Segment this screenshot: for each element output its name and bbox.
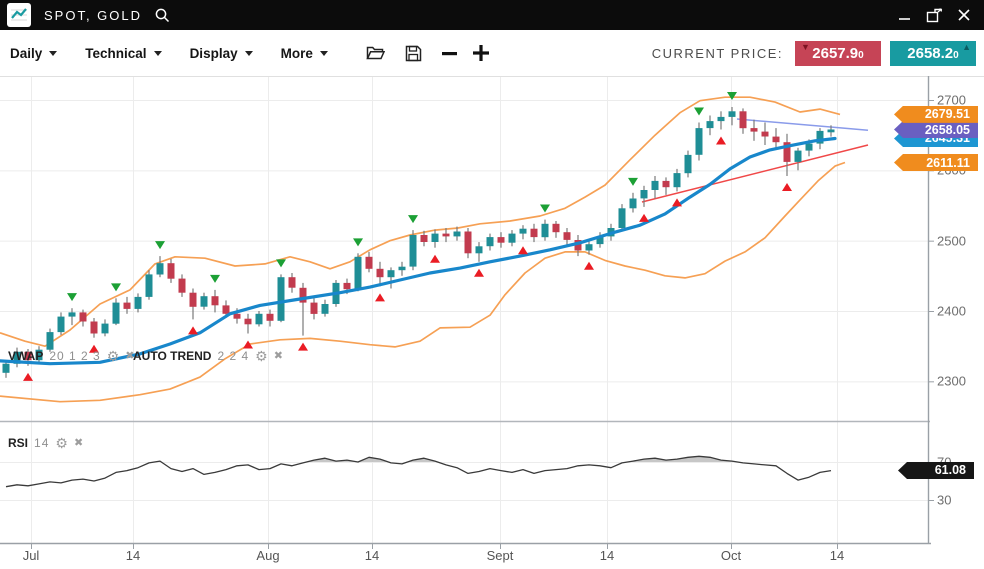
y-axis-label: 2700 bbox=[937, 92, 966, 108]
autotrend-settings-gear-icon[interactable]: ⚙ bbox=[255, 348, 268, 364]
price-tag-last-price: 2658.05 bbox=[894, 121, 978, 138]
save-icon[interactable] bbox=[405, 45, 422, 62]
vwap-remove-icon[interactable]: ✖ bbox=[125, 349, 135, 362]
y-axis-label: 2300 bbox=[937, 373, 966, 389]
minimize-button[interactable] bbox=[892, 4, 916, 26]
menu-daily[interactable]: Daily bbox=[10, 45, 58, 61]
search-icon[interactable] bbox=[154, 7, 171, 24]
toolbar: Daily Technical Display More bbox=[0, 30, 984, 76]
vwap-settings-gear-icon[interactable]: ⚙ bbox=[106, 348, 120, 364]
window-controls bbox=[892, 4, 976, 26]
rsi-value-tag: 61.08 bbox=[898, 461, 974, 479]
bid-sub-digit: 0 bbox=[858, 50, 864, 61]
autotrend-params: 2 2 4 bbox=[217, 349, 250, 363]
x-axis-label: Aug bbox=[256, 548, 280, 563]
chevron-down-icon bbox=[49, 50, 58, 60]
y-axis-label: 2400 bbox=[937, 303, 966, 319]
current-price-label: CURRENT PRICE: bbox=[651, 45, 783, 61]
x-axis-label: 14 bbox=[125, 548, 141, 563]
chevron-down-icon bbox=[244, 50, 253, 60]
price-tag-bollinger-lower: 2611.11 bbox=[894, 154, 978, 172]
ask-value: 2658.2 bbox=[907, 44, 954, 62]
menu-technical[interactable]: Technical bbox=[85, 45, 162, 61]
app-logo-icon bbox=[7, 3, 31, 27]
rsi-params: 14 bbox=[34, 436, 50, 450]
zoom-out-icon[interactable] bbox=[441, 46, 457, 61]
popout-button[interactable] bbox=[922, 4, 946, 26]
menu-more-label: More bbox=[280, 45, 313, 61]
bid-price: ▼ 2657.9 0 bbox=[795, 40, 881, 66]
autotrend-remove-icon[interactable]: ✖ bbox=[273, 349, 283, 362]
menu-daily-label: Daily bbox=[10, 45, 43, 61]
autotrend-legend: AUTO TREND 2 2 4 ⚙ ✖ bbox=[133, 349, 283, 363]
rsi-remove-icon[interactable]: ✖ bbox=[73, 436, 84, 449]
menu-more[interactable]: More bbox=[281, 46, 328, 61]
zoom-in-icon[interactable] bbox=[472, 45, 489, 61]
ask-price: 2658.2 0 ▲ bbox=[890, 40, 976, 66]
symbol-title: SPOT, GOLD bbox=[44, 7, 143, 23]
rsi-settings-gear-icon[interactable]: ⚙ bbox=[55, 435, 68, 451]
price-tag-bollinger-upper: 2679.51 bbox=[894, 105, 978, 123]
open-folder-icon[interactable] bbox=[366, 45, 385, 61]
vwap-name: VWAP bbox=[8, 349, 44, 363]
x-axis-label: 14 bbox=[829, 548, 845, 563]
menu-technical-label: Technical bbox=[85, 45, 147, 61]
rsi-legend: RSI 14 ⚙ ✖ bbox=[8, 436, 83, 450]
x-axis-label: Sept bbox=[486, 548, 514, 563]
bid-value: 2657.9 bbox=[812, 44, 859, 62]
ask-sub-digit: 0 bbox=[953, 50, 959, 61]
chevron-down-icon bbox=[153, 50, 162, 60]
autotrend-name: AUTO TREND bbox=[133, 349, 212, 363]
y-axis-label: 2500 bbox=[937, 233, 966, 249]
close-button[interactable] bbox=[952, 4, 976, 26]
menu-display-label: Display bbox=[189, 45, 238, 61]
title-bar: SPOT, GOLD bbox=[0, 0, 984, 30]
rsi-name: RSI bbox=[8, 436, 29, 450]
x-axis-label: Jul bbox=[22, 548, 40, 563]
arrow-down-icon: ▼ bbox=[801, 41, 810, 52]
chevron-down-icon bbox=[319, 50, 328, 60]
x-axis-label: Oct bbox=[720, 548, 742, 563]
menu-display[interactable]: Display bbox=[190, 46, 253, 61]
arrow-up-icon: ▲ bbox=[962, 41, 971, 52]
vwap-params: 20 1 2 3 bbox=[49, 349, 101, 363]
rsi-level-label: 30 bbox=[937, 492, 952, 508]
x-axis-label: 14 bbox=[364, 548, 380, 563]
vwap-legend: VWAP 20 1 2 3 ⚙ ✖ bbox=[8, 349, 135, 363]
x-axis-label: 14 bbox=[599, 548, 615, 563]
